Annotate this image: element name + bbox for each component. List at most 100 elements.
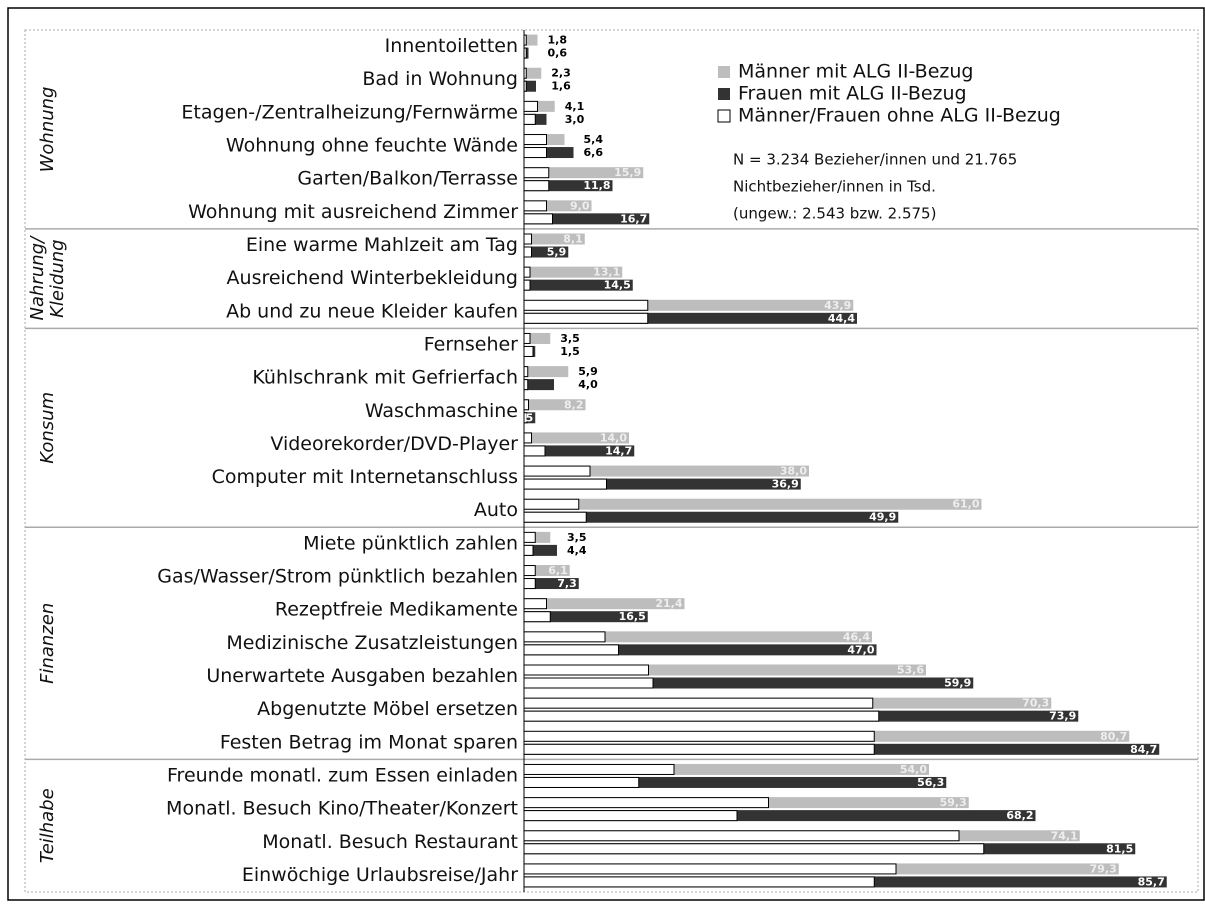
value-label: 9,0 (570, 199, 590, 212)
bar (524, 677, 974, 689)
category-label: Garten/Balkon/Terrasse (297, 168, 518, 190)
bar (523, 763, 675, 775)
value-label: 74,1 (1051, 829, 1078, 842)
value-label: 61,0 (952, 498, 979, 511)
value-label: 85,7 (1138, 875, 1165, 888)
value-label: 79,3 (1090, 862, 1117, 875)
value-label: 3,5 (567, 531, 587, 544)
group-label: Wohnung (37, 87, 58, 173)
bar (523, 611, 551, 623)
bar (523, 830, 960, 842)
value-label: 56,3 (917, 776, 944, 789)
bar (523, 180, 550, 192)
group-label-line: Finanzen (37, 603, 58, 684)
group-label: Finanzen (37, 603, 58, 684)
bar (523, 134, 547, 146)
category-label: Eine warme Mahlzeit am Tag (246, 234, 518, 256)
bar (523, 776, 640, 788)
group-label: Teilhabe (37, 788, 58, 863)
bar (523, 213, 553, 225)
value-label: 47,0 (847, 643, 874, 656)
category-label: Auto (474, 499, 518, 521)
value-label: 16,5 (619, 610, 646, 623)
value-label: 4,4 (567, 544, 587, 557)
bar (524, 299, 854, 311)
legend-label: Frauen mit ALG II-Bezug (738, 83, 967, 105)
value-label: 1,6 (551, 80, 571, 93)
value-label: 7,3 (557, 577, 577, 590)
legend-label: Männer mit ALG II-Bezug (738, 61, 973, 83)
bar (524, 565, 570, 577)
value-label: 81,5 (1106, 842, 1133, 855)
note: N = 3.234 Bezieher/innen und 21.765 (733, 151, 1017, 169)
value-label: 8,1 (563, 233, 583, 246)
bar (523, 167, 550, 179)
bar (523, 312, 649, 324)
bar (524, 399, 586, 411)
bar (524, 233, 585, 245)
outer-frame (7, 7, 1205, 901)
category-label: Wohnung ohne feuchte Wände (226, 135, 518, 157)
value-label: 46,4 (843, 630, 870, 643)
value-label: 0,6 (548, 47, 568, 60)
category-label: Ausreichend Winterbekleidung (227, 267, 518, 289)
bar (524, 598, 685, 610)
bar (523, 147, 547, 159)
bar (524, 611, 648, 623)
value-label: 53,6 (897, 664, 924, 677)
bar (523, 279, 531, 291)
value-label: 1,8 (548, 34, 568, 47)
value-label: 5,9 (547, 246, 567, 259)
value-label: 6,6 (584, 146, 604, 159)
bar (523, 544, 534, 556)
plot-frame (24, 29, 1199, 893)
bar (524, 664, 926, 676)
value-label: 54,0 (900, 763, 927, 776)
bar (524, 200, 592, 212)
bar (524, 279, 633, 291)
bar (524, 478, 801, 490)
bar (523, 810, 738, 822)
bar (524, 213, 650, 225)
bar (523, 697, 874, 709)
category-label: Unerwartete Ausgaben bezahlen (206, 665, 518, 687)
bar (523, 379, 529, 391)
bar (524, 810, 1036, 822)
bar (523, 843, 985, 855)
bar (524, 332, 551, 344)
category-label: Videorekorder/DVD-Player (270, 433, 518, 455)
bar (523, 743, 875, 755)
bar (523, 710, 880, 722)
bar (523, 399, 529, 411)
value-label: 80,7 (1100, 730, 1127, 743)
bar (523, 863, 897, 875)
category-label: Wohnung mit ausreichend Zimmer (188, 201, 518, 223)
value-label: 14,0 (600, 431, 627, 444)
bar (523, 432, 532, 444)
bar (524, 67, 542, 79)
value-label: 38,0 (780, 465, 807, 478)
bar (523, 644, 619, 656)
value-label: 8,2 (564, 398, 584, 411)
bar (523, 345, 534, 357)
bar (523, 631, 606, 643)
value-label: 14,7 (605, 444, 632, 457)
category-label: Bad in Wohnung (362, 68, 518, 90)
value-label: 5,4 (584, 133, 604, 146)
note: Nichtbezieher/innen in Tsd. (733, 178, 936, 196)
bar (524, 366, 569, 378)
bar (523, 578, 536, 590)
bar (524, 266, 623, 278)
bar (524, 445, 635, 457)
category-label: Monatl. Besuch Kino/Theater/Konzert (166, 798, 518, 820)
bar (523, 478, 607, 490)
value-label: 59,9 (944, 677, 971, 690)
bar (523, 113, 536, 125)
bar (524, 644, 877, 656)
bar (524, 312, 857, 324)
category-label: Abgenutzte Möbel ersetzen (257, 698, 518, 720)
category-label: Miete pünktlich zahlen (303, 532, 518, 554)
bar (524, 531, 551, 543)
value-label: 11,8 (583, 179, 610, 192)
